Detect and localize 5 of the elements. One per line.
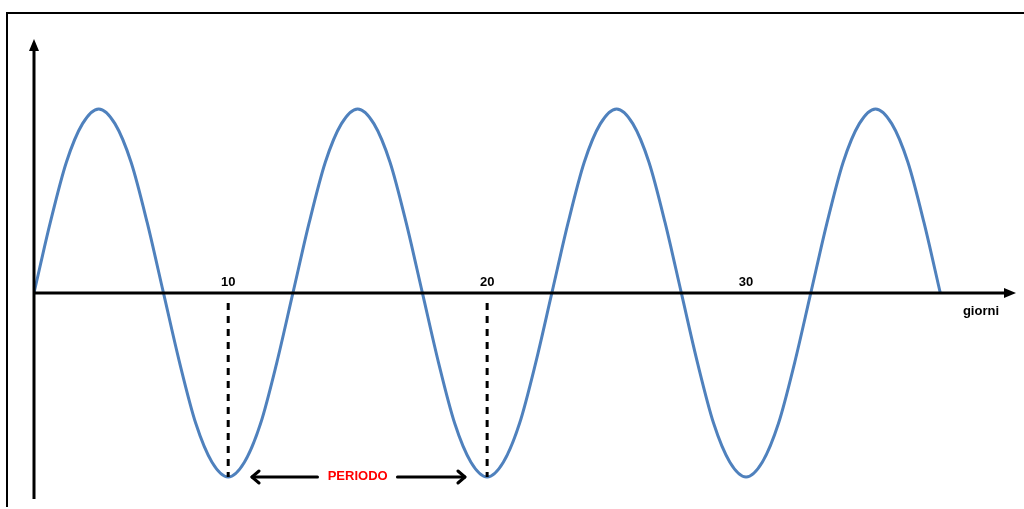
x-tick-label: 10 bbox=[220, 273, 236, 289]
x-tick-label: 20 bbox=[479, 273, 495, 289]
x-axis-title: giorni bbox=[962, 302, 999, 318]
x-tick-label: 30 bbox=[738, 273, 754, 289]
annotation: PERIODO bbox=[327, 468, 388, 484]
